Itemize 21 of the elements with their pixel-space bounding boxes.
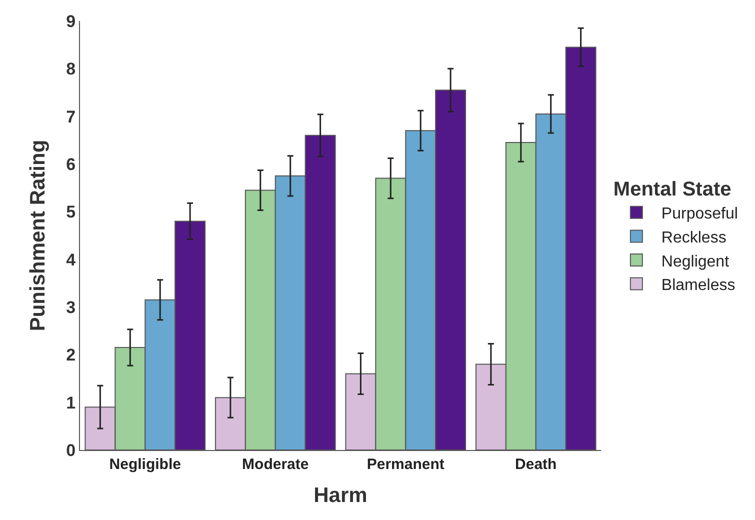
y-tick-label: 7 <box>66 107 76 126</box>
legend-label: Blameless <box>661 277 736 294</box>
y-tick-label: 5 <box>66 202 76 222</box>
x-tick-label: Permanent <box>366 456 444 473</box>
y-tick-label: 0 <box>66 440 76 460</box>
x-axis-title: Harm <box>314 484 368 508</box>
y-tick-label: 9 <box>66 12 76 31</box>
legend-title: Mental State <box>613 178 732 200</box>
y-tick-label: 8 <box>66 60 76 79</box>
y-tick-label: 4 <box>66 250 76 270</box>
legend-label: Reckless <box>661 229 726 246</box>
x-tick-label: Death <box>515 456 557 473</box>
y-axis-title: Punishment Rating <box>26 140 50 332</box>
y-tick-label: 1 <box>66 393 76 412</box>
y-tick-label: 6 <box>66 154 76 174</box>
legend-label: Purposeful <box>661 206 738 223</box>
legend-label: Negligent <box>661 253 730 270</box>
y-tick-label: 2 <box>66 346 76 365</box>
x-tick-label: Moderate <box>242 456 309 473</box>
x-tick-label: Negligible <box>109 456 181 473</box>
y-tick-label: 3 <box>66 298 76 317</box>
